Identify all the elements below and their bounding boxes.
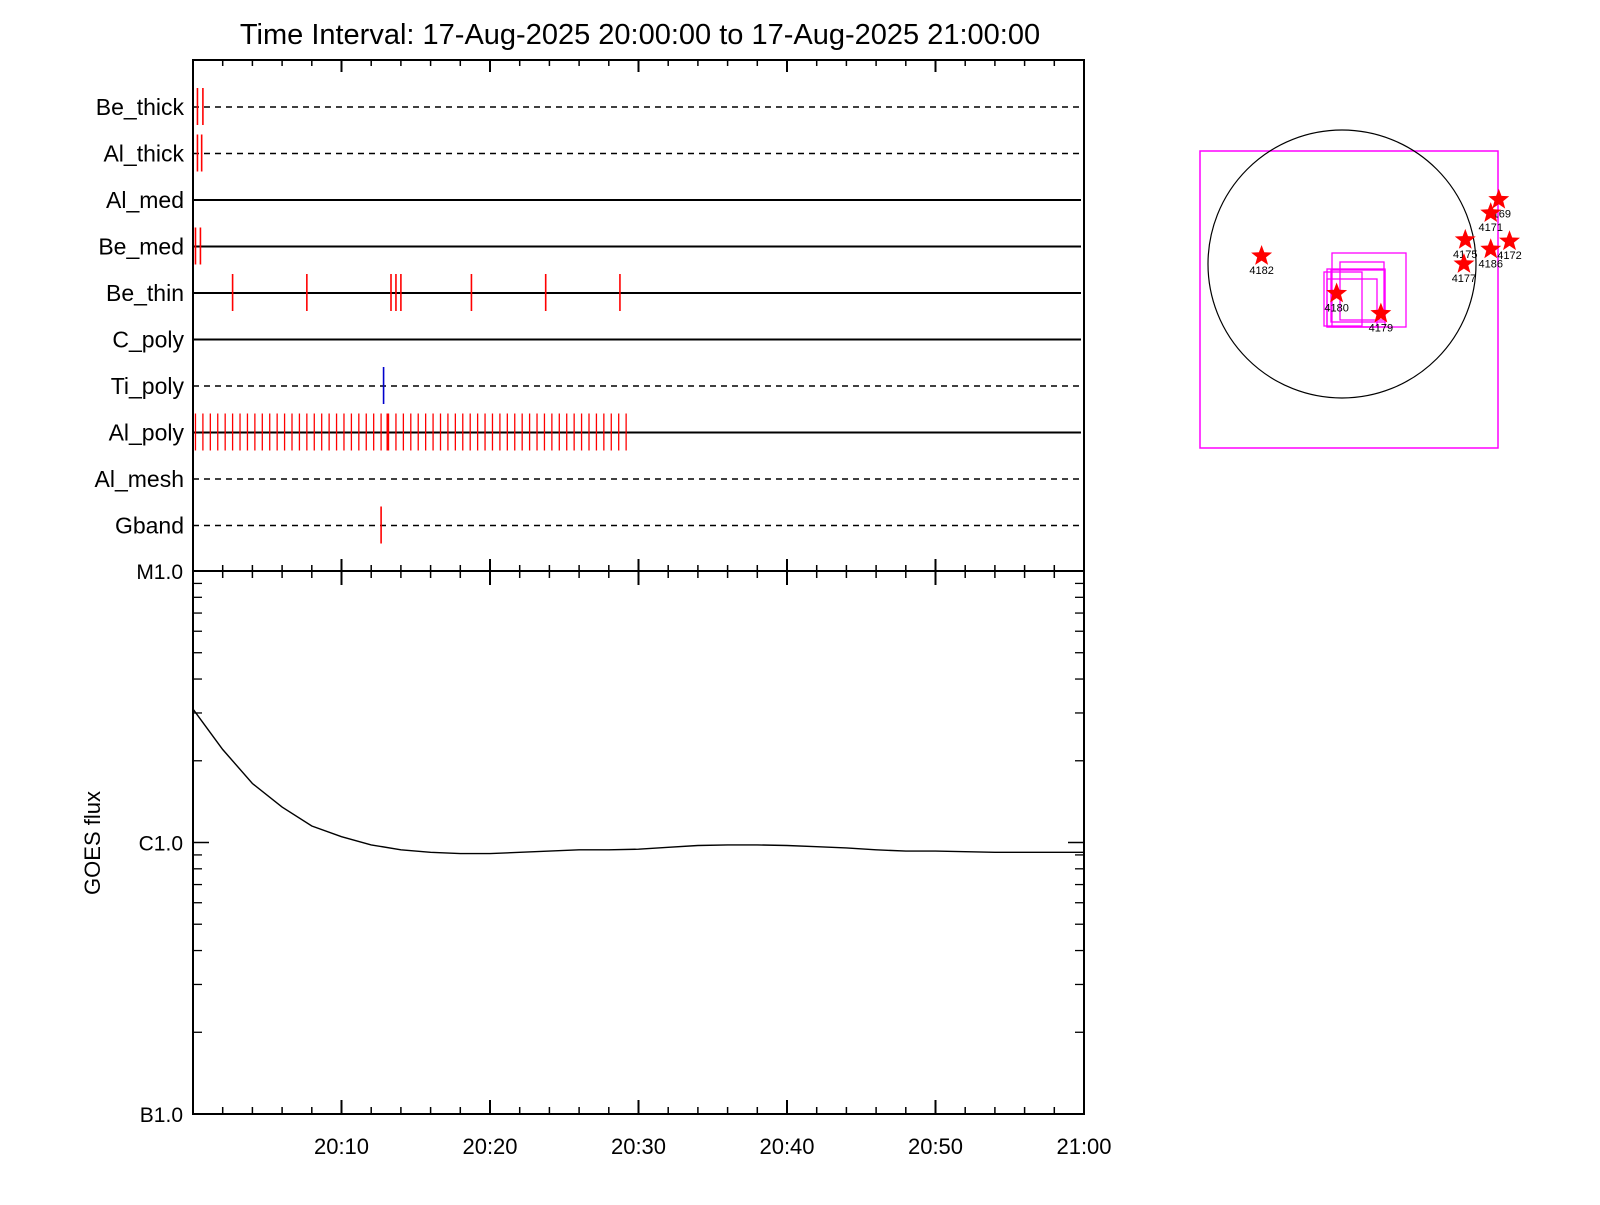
active-region-star	[1454, 228, 1476, 249]
map-fov-box	[1199, 150, 1499, 449]
row-label-be-thick: Be_thick	[96, 94, 185, 120]
pointing-box	[1326, 278, 1378, 328]
row-label-gband: Gband	[115, 513, 184, 539]
active-region-label: 4175	[1453, 249, 1477, 261]
goes-y-tick-label: M1.0	[136, 561, 183, 584]
goes-x-tick-label: 20:40	[759, 1134, 814, 1159]
active-region-star	[1453, 253, 1475, 273]
active-region-star	[1480, 238, 1502, 259]
timeline-frame	[192, 59, 1085, 572]
active-region-label: 4172	[1497, 250, 1521, 262]
row-label-be-thin: Be_thin	[106, 280, 184, 306]
active-region-label: 4171	[1478, 222, 1502, 234]
chart-title: Time Interval: 17-Aug-2025 20:00:00 to 1…	[240, 19, 1040, 51]
active-region-star	[1499, 230, 1520, 251]
goes-x-tick-label: 20:30	[611, 1134, 666, 1159]
row-label-ti-poly: Ti_poly	[111, 373, 185, 399]
row-label-be-med: Be_med	[98, 234, 184, 260]
active-region-label: 4182	[1249, 265, 1273, 277]
goes-y-axis-label: GOES flux	[80, 791, 105, 895]
row-label-al-poly: Al_poly	[109, 420, 185, 446]
goes-flux-line	[192, 708, 1084, 855]
active-region-star	[1488, 188, 1510, 209]
active-region-star	[1251, 245, 1273, 265]
goes-flux-plot: M1.0 C1.0 B1.0 20:10 20:20 20:30 20:40 20:50 21:…	[80, 561, 1112, 1159]
goes-x-tick-label: 21:00	[1056, 1134, 1111, 1159]
goes-x-tick-label: 20:50	[908, 1134, 963, 1159]
goes-x-tick-label: 20:10	[314, 1134, 369, 1159]
row-label-al-mesh: Al_mesh	[95, 466, 184, 492]
active-region-star	[1370, 302, 1392, 323]
goes-y-tick-label: C1.0	[139, 833, 183, 856]
active-region-label: 4177	[1452, 273, 1476, 285]
active-region-label: 4179	[1369, 323, 1393, 335]
row-label-al-thick: Al_thick	[103, 141, 184, 167]
goes-x-tick-label: 20:20	[462, 1134, 517, 1159]
active-region-label: 4180	[1324, 302, 1348, 314]
row-label-c-poly: C_poly	[112, 327, 184, 353]
goes-frame	[192, 570, 1085, 1115]
pointing-box	[1330, 269, 1386, 323]
solar-limb	[1207, 129, 1477, 399]
row-label-al-med: Al_med	[106, 187, 184, 213]
active-region-star	[1326, 282, 1348, 303]
active-region-star	[1480, 202, 1502, 222]
instrument-timeline: Be_thick Al_thick Al_med Be_med Be_thin C_pol…	[95, 59, 1085, 572]
active-region-label: 4186	[1478, 258, 1502, 270]
pointing-box	[1323, 271, 1363, 327]
goes-y-tick-label: B1.0	[140, 1104, 183, 1127]
